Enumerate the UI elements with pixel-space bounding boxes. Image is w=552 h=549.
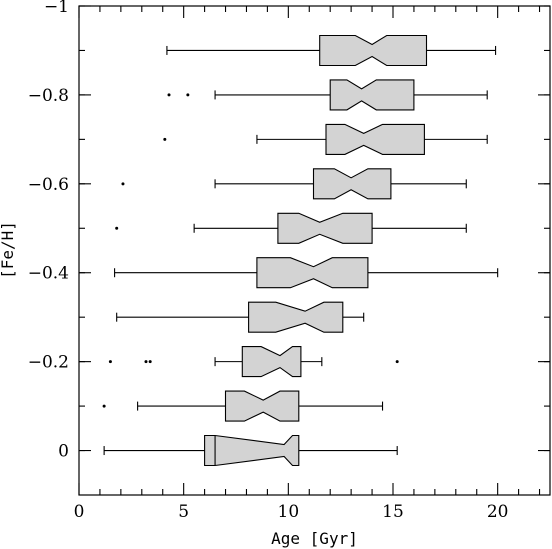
notched-box xyxy=(325,123,425,155)
outlier-point xyxy=(144,360,148,364)
y-tick-label: −0.4 xyxy=(28,264,69,284)
y-tick-label: −0.6 xyxy=(28,175,69,195)
x-tick-label: 15 xyxy=(382,502,404,522)
y-tick-label: −0.8 xyxy=(28,86,69,106)
outlier-point xyxy=(186,93,190,97)
notched-box xyxy=(329,79,415,111)
notched-box xyxy=(241,346,302,378)
x-tick-label: 5 xyxy=(178,502,189,522)
plot-area xyxy=(102,34,499,467)
x-tick-label: 0 xyxy=(74,502,85,522)
outlier-point xyxy=(163,137,167,141)
y-axis-label: [Fe/H] xyxy=(0,221,17,279)
x-tick-label: 10 xyxy=(278,502,300,522)
y-tick-label: −0.2 xyxy=(28,353,69,373)
outlier-point xyxy=(102,404,106,408)
notched-box xyxy=(256,257,369,289)
outlier-point xyxy=(395,360,399,364)
notched-box xyxy=(204,434,300,467)
y-tick-label: −1 xyxy=(44,0,69,17)
notched-box xyxy=(277,212,373,244)
outlier-point xyxy=(121,182,125,186)
notched-box xyxy=(312,168,392,200)
x-axis-label: Age [Gyr] xyxy=(271,529,358,548)
plot-frame xyxy=(78,5,551,496)
notched-box xyxy=(248,301,344,333)
outlier-point xyxy=(108,360,112,364)
notched-box xyxy=(224,390,300,422)
notched-box xyxy=(319,34,428,67)
y-tick-label: 0 xyxy=(58,442,69,462)
outlier-point xyxy=(148,360,152,364)
x-tick-label: 20 xyxy=(487,502,509,522)
outlier-point xyxy=(115,226,119,230)
outlier-point xyxy=(167,93,171,97)
axis-ticks: 0 5 10 15 20 −1 −0.8 −0.6 −0.4 −0.2 0 xyxy=(28,0,550,522)
